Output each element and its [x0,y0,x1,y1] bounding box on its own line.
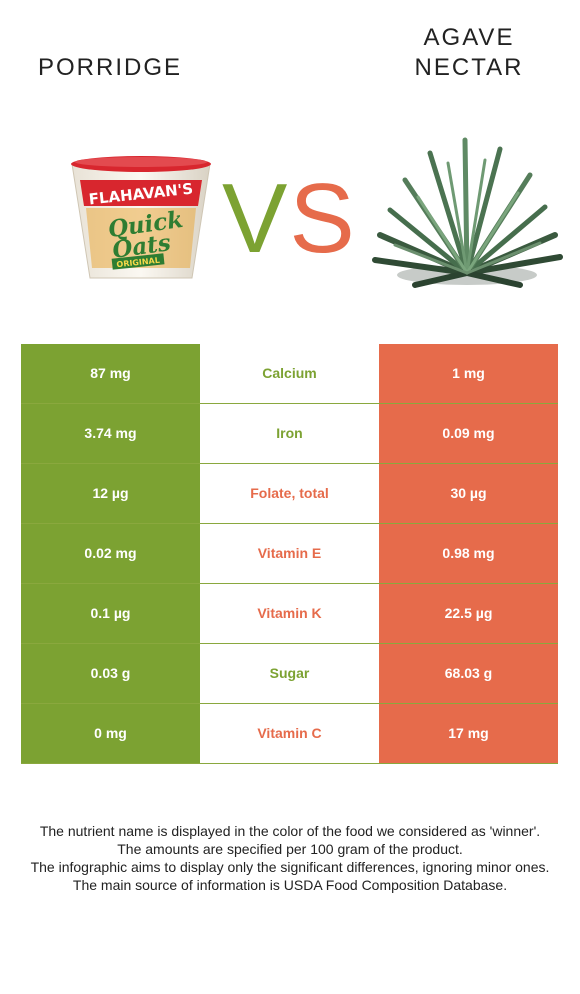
nutrient-name: Vitamin K [200,584,379,643]
table-row: 0.03 g Sugar 68.03 g [21,644,558,704]
right-food-title: AGAVE NECTAR [414,24,524,81]
footer-line: The infographic aims to display only the… [30,859,550,875]
left-food-title: PORRIDGE [37,54,182,81]
right-value: 68.03 g [379,644,558,703]
vs-label: VS [222,163,357,273]
nutrient-name: Folate, total [200,464,379,523]
footer-line: The amounts are specified per 100 gram o… [117,841,463,857]
nutrient-name: Calcium [200,344,379,403]
table-row: 3.74 mg Iron 0.09 mg [21,404,558,464]
right-value: 1 mg [379,344,558,403]
table-row: 0 mg Vitamin C 17 mg [21,704,558,764]
nutrient-name: Vitamin E [200,524,379,583]
agave-plant-image [372,137,563,288]
right-value: 22.5 µg [379,584,558,643]
left-value: 3.74 mg [21,404,200,463]
right-value: 17 mg [379,704,558,763]
nutrient-name: Sugar [200,644,379,703]
table-row: 12 µg Folate, total 30 µg [21,464,558,524]
comparison-table: 87 mg Calcium 1 mg 3.74 mg Iron 0.09 mg 12 µg F… [21,344,558,764]
right-value: 30 µg [379,464,558,523]
left-value: 0.02 mg [21,524,200,583]
left-value: 0.1 µg [21,584,200,643]
right-value: 0.09 mg [379,404,558,463]
left-value: 12 µg [21,464,200,523]
nutrient-name: Vitamin C [200,704,379,763]
nutrient-name: Iron [200,404,379,463]
table-row: 0.1 µg Vitamin K 22.5 µg [21,584,558,644]
footer-line: The nutrient name is displayed in the co… [39,823,541,839]
left-value: 0 mg [21,704,200,763]
left-value: 87 mg [21,344,200,403]
footer-notes: The nutrient name is displayed in the co… [30,822,550,894]
left-value: 0.03 g [21,644,200,703]
porridge-cup-image: FLAHAVAN'S Quick Oats ORIGINAL [71,156,211,279]
footer-line: The main source of information is USDA F… [72,877,508,893]
right-value: 0.98 mg [379,524,558,583]
table-row: 87 mg Calcium 1 mg [21,344,558,404]
table-row: 0.02 mg Vitamin E 0.98 mg [21,524,558,584]
